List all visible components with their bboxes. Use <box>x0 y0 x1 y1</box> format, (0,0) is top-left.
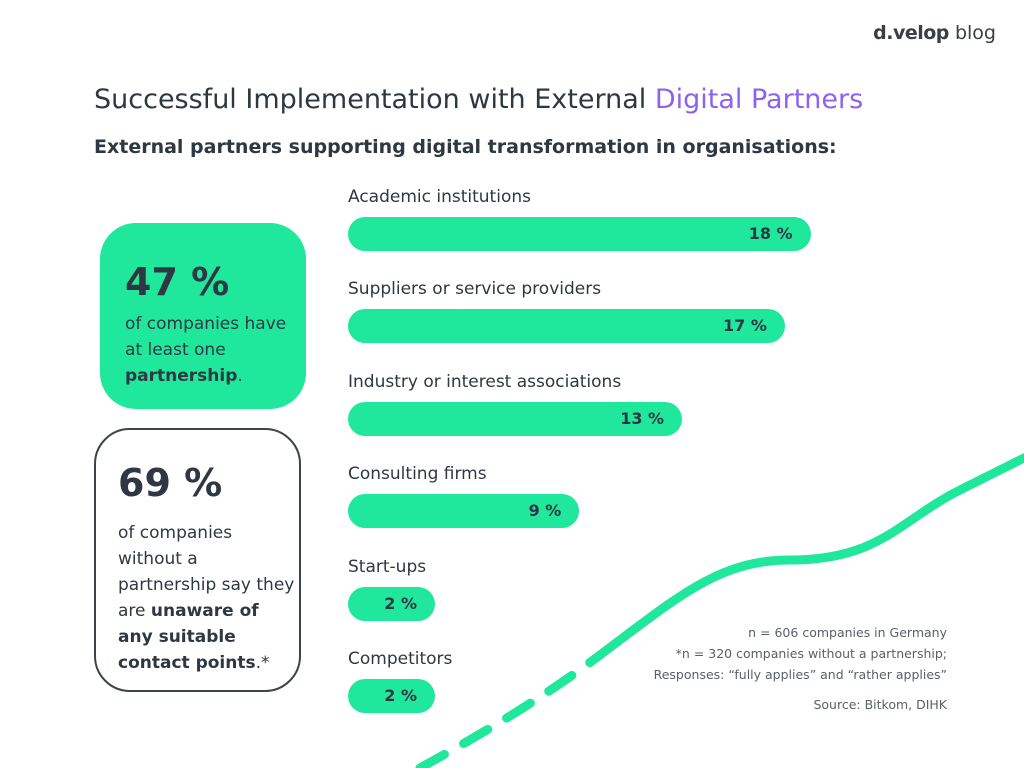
data-label: 18 % <box>748 224 793 243</box>
title-prefix: Successful Implementation with External <box>94 84 655 115</box>
bar: 13 % <box>348 401 683 436</box>
note-responses: Responses: “fully applies” and “rather a… <box>653 667 947 682</box>
logo: d.velop blog <box>873 22 996 44</box>
source: Source: Bitkom, DIHK <box>813 697 947 712</box>
category-label: Competitors <box>348 649 453 669</box>
title-highlight: Digital Partners <box>654 84 864 115</box>
note-subsample: *n = 320 companies without a partnership… <box>675 646 947 661</box>
footnotes: n = 606 companies in Germany *n = 320 co… <box>654 622 947 685</box>
category-label: Start-ups <box>348 556 427 577</box>
category-label: Suppliers or service providers <box>348 279 602 300</box>
category-label: Industry or interest associations <box>348 371 622 392</box>
bar: 9 % <box>348 494 580 529</box>
data-label: 9 % <box>528 501 562 521</box>
stat-description: of companies have at least one partnersh… <box>125 314 287 386</box>
bar: 17 % <box>348 309 785 344</box>
logo-brand: d.velop <box>873 22 949 44</box>
category-label: Consulting firms <box>348 464 487 485</box>
stat-value: 47 % <box>125 260 230 304</box>
logo-suffix: blog <box>954 22 996 44</box>
page-title: Successful Implementation with External … <box>94 84 863 115</box>
data-label: 2 % <box>384 593 417 613</box>
data-label: 13 % <box>620 408 665 428</box>
bar: 2 % <box>348 586 435 621</box>
bar: 2 % <box>348 679 435 713</box>
data-label: 2 % <box>384 686 417 705</box>
stat-value: 69 % <box>118 461 223 505</box>
category-label: Academic institutions <box>348 187 531 207</box>
stat-card-unaware: 69 % of companies without a partnership … <box>94 428 301 692</box>
bar: 18 % <box>348 217 811 251</box>
data-label: 17 % <box>723 316 767 336</box>
chart-title: External partners supporting digital tra… <box>94 136 837 158</box>
stat-card-partnership: 47 % of companies have at least one part… <box>100 223 306 409</box>
note-sample: n = 606 companies in Germany <box>748 625 947 640</box>
stat-description: of companies without a partnership say t… <box>118 523 295 673</box>
